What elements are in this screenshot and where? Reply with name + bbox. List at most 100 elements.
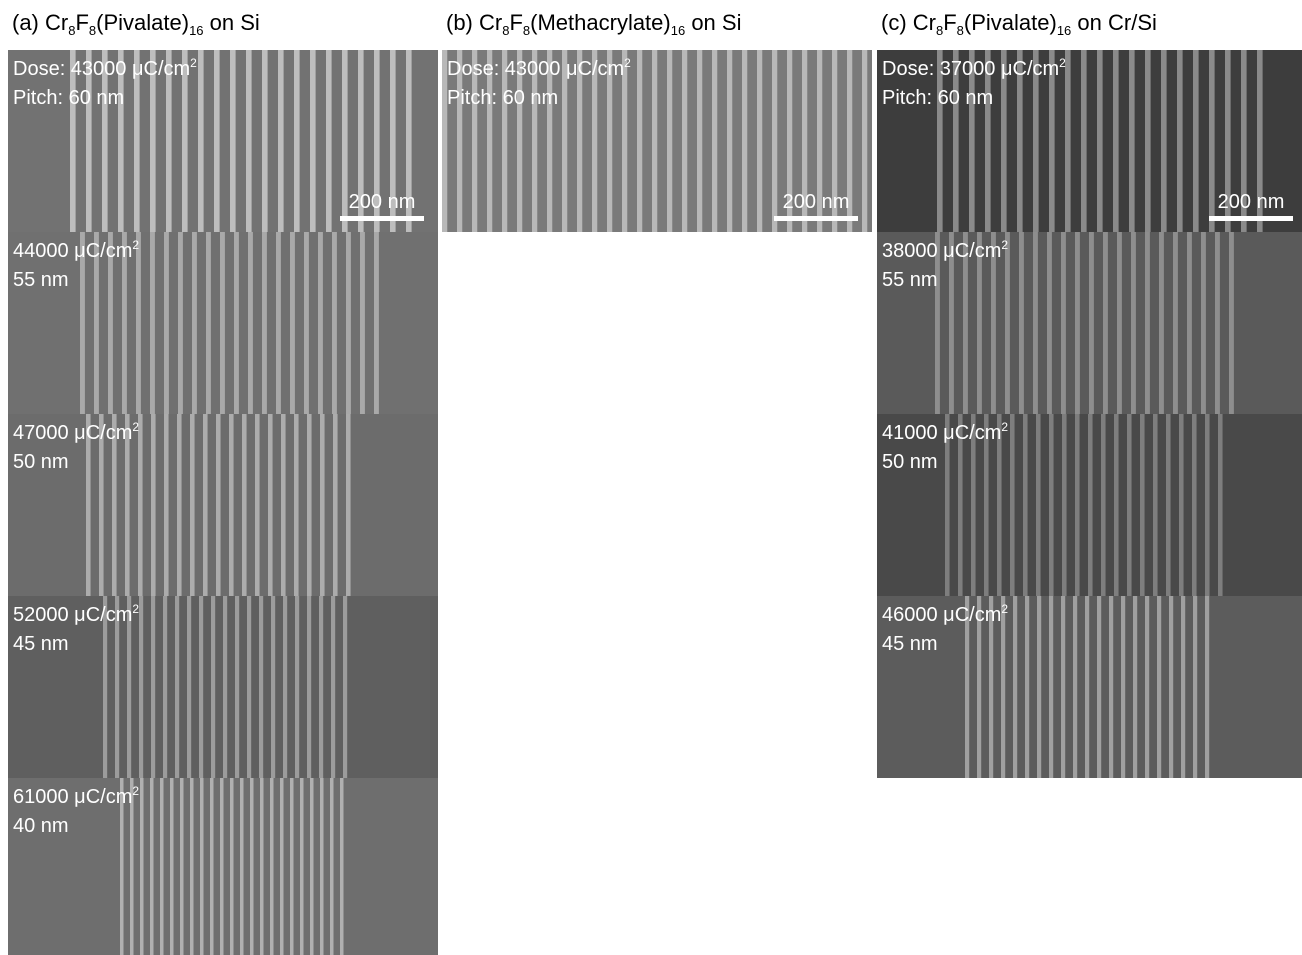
grating-line <box>1101 414 1106 596</box>
grating-line <box>1218 414 1223 596</box>
grating-line <box>330 778 334 955</box>
grating-line <box>712 50 717 232</box>
grating-line <box>697 50 702 232</box>
grating-line <box>164 232 169 414</box>
grating-line <box>319 596 323 778</box>
grating-line <box>140 778 144 955</box>
grating-line <box>318 232 323 414</box>
subscript: 8 <box>502 23 509 38</box>
dose-text: 44000 μC/cm <box>13 240 132 262</box>
grating-line <box>1121 596 1125 778</box>
grating-line <box>307 414 312 596</box>
grating-line <box>229 414 234 596</box>
title-text: (a) Cr <box>12 10 68 35</box>
grating-line <box>333 414 338 596</box>
grating-line <box>1140 414 1145 596</box>
grating-line <box>290 778 294 955</box>
grating-line <box>1133 596 1137 778</box>
column-title: (c) Cr8F8(Pivalate)16 on Cr/Si <box>881 10 1157 38</box>
grating-line <box>1037 596 1041 778</box>
grating-line <box>278 50 284 232</box>
grating-line <box>192 232 197 414</box>
scale-bar <box>1209 216 1293 221</box>
grating-line <box>151 414 156 596</box>
grating-line <box>1061 232 1066 414</box>
grating-line <box>260 778 264 955</box>
subscript: 16 <box>189 23 203 38</box>
grating-line <box>1097 596 1101 778</box>
pitch-label: 40 nm <box>13 815 69 837</box>
grating-line <box>326 50 332 232</box>
grating-line <box>187 596 191 778</box>
title-text: F <box>75 10 88 35</box>
grating-line <box>1085 596 1089 778</box>
pitch-label: 45 nm <box>882 633 938 655</box>
grating-line <box>139 596 143 778</box>
scale-bar-label: 200 nm <box>783 191 850 213</box>
grating-line <box>210 778 214 955</box>
grating-line <box>320 414 325 596</box>
superscript: 2 <box>1001 602 1008 616</box>
grating-line <box>1117 232 1122 414</box>
grating-line <box>1215 232 1220 414</box>
grating-line <box>1073 596 1077 778</box>
dose-text: 38000 μC/cm <box>882 240 1001 262</box>
grating-line <box>300 778 304 955</box>
grating-line <box>255 414 260 596</box>
subscript: 16 <box>671 23 685 38</box>
superscript: 2 <box>132 420 139 434</box>
scale-bar-label: 200 nm <box>1218 191 1285 213</box>
grating-line <box>214 50 220 232</box>
superscript: 2 <box>132 238 139 252</box>
subscript: 8 <box>957 23 964 38</box>
superscript: 2 <box>190 56 197 70</box>
scale-bar-label: 200 nm <box>349 191 416 213</box>
grating-line <box>1159 232 1164 414</box>
grating-line <box>190 414 195 596</box>
grating-line <box>200 778 204 955</box>
grating-line <box>1187 232 1192 414</box>
subscript: 8 <box>936 23 943 38</box>
grating-line <box>294 414 299 596</box>
grating-line <box>198 50 204 232</box>
title-text: on Si <box>685 10 741 35</box>
grating-line <box>246 50 252 232</box>
grating-line <box>332 232 337 414</box>
grating-line <box>742 50 747 232</box>
grating-line <box>1161 50 1167 232</box>
pitch-label: 45 nm <box>13 633 69 655</box>
scale-bar <box>340 216 424 221</box>
column-title: (b) Cr8F8(Methacrylate)16 on Si <box>446 10 741 38</box>
grating-line <box>1145 50 1151 232</box>
grating-line <box>1065 50 1071 232</box>
grating-line <box>1113 50 1119 232</box>
superscript: 2 <box>1001 420 1008 434</box>
grating-line <box>276 232 281 414</box>
superscript: 2 <box>1001 238 1008 252</box>
grating-line <box>340 778 344 955</box>
grating-line <box>1103 232 1108 414</box>
grating-line <box>652 50 657 232</box>
title-text: F <box>509 10 522 35</box>
grating-line <box>1097 50 1103 232</box>
grating-line <box>234 232 239 414</box>
superscript: 2 <box>624 56 631 70</box>
grating-line <box>1145 596 1149 778</box>
grating-line <box>1181 596 1185 778</box>
grating-line <box>1157 596 1161 778</box>
grating-line <box>310 778 314 955</box>
grating-line <box>1010 414 1015 596</box>
column-title: (a) Cr8F8(Pivalate)16 on Si <box>12 10 260 38</box>
grating-line <box>247 596 251 778</box>
dose-text: 52000 μC/cm <box>13 604 132 626</box>
subscript: 8 <box>89 23 96 38</box>
grating-line <box>346 414 351 596</box>
grating-line <box>667 50 672 232</box>
title-text: on Cr/Si <box>1071 10 1157 35</box>
grating-line <box>150 778 154 955</box>
pitch-label: 55 nm <box>13 269 69 291</box>
grating-line <box>1089 232 1094 414</box>
grating-line <box>307 596 311 778</box>
grating-line <box>1127 414 1132 596</box>
grating-line <box>1005 232 1010 414</box>
